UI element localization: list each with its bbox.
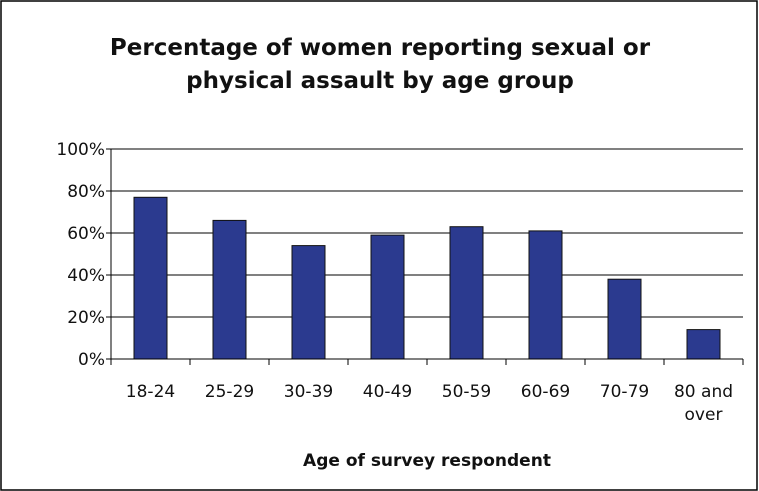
chart-title-line-2: physical assault by age group: [186, 68, 574, 94]
x-axis-title: Age of survey respondent: [303, 451, 551, 471]
axes: [106, 148, 744, 365]
bar-80-and-over: [686, 329, 721, 360]
x-tick-label: 50-59: [442, 382, 491, 402]
y-tick-label: 0%: [78, 350, 105, 370]
bar-40-49: [370, 234, 405, 360]
x-tick-label: 40-49: [363, 382, 412, 402]
y-tick-label: 60%: [67, 224, 105, 244]
bar-50-59: [449, 226, 484, 360]
x-tick-label: over: [685, 405, 723, 425]
x-tick-label: 25-29: [205, 382, 254, 402]
bar-30-39: [291, 245, 326, 360]
y-tick-label: 80%: [67, 182, 105, 202]
x-tick-label: 18-24: [126, 382, 175, 402]
x-tick-label: 80 and: [674, 382, 733, 402]
x-tick-labels: 18-24 25-29 30-39 40-49 50-59 60-69 70-79 80 an…: [126, 382, 733, 425]
y-tick-label: 40%: [67, 266, 105, 286]
bar-25-29: [212, 219, 247, 360]
y-tick-label: 20%: [67, 308, 105, 328]
y-tick-labels: 0% 20% 40% 60% 80% 100%: [56, 140, 105, 370]
chart-title-line-1: Percentage of women reporting sexual or: [110, 35, 651, 61]
x-tick-label: 30-39: [284, 382, 333, 402]
bar-60-69: [528, 230, 563, 360]
x-tick-label: 60-69: [521, 382, 570, 402]
y-tick-label: 100%: [56, 140, 105, 160]
bar-70-79: [607, 278, 642, 360]
bars: [133, 196, 721, 360]
bar-18-24: [133, 196, 168, 360]
x-tick-label: 70-79: [600, 382, 649, 402]
